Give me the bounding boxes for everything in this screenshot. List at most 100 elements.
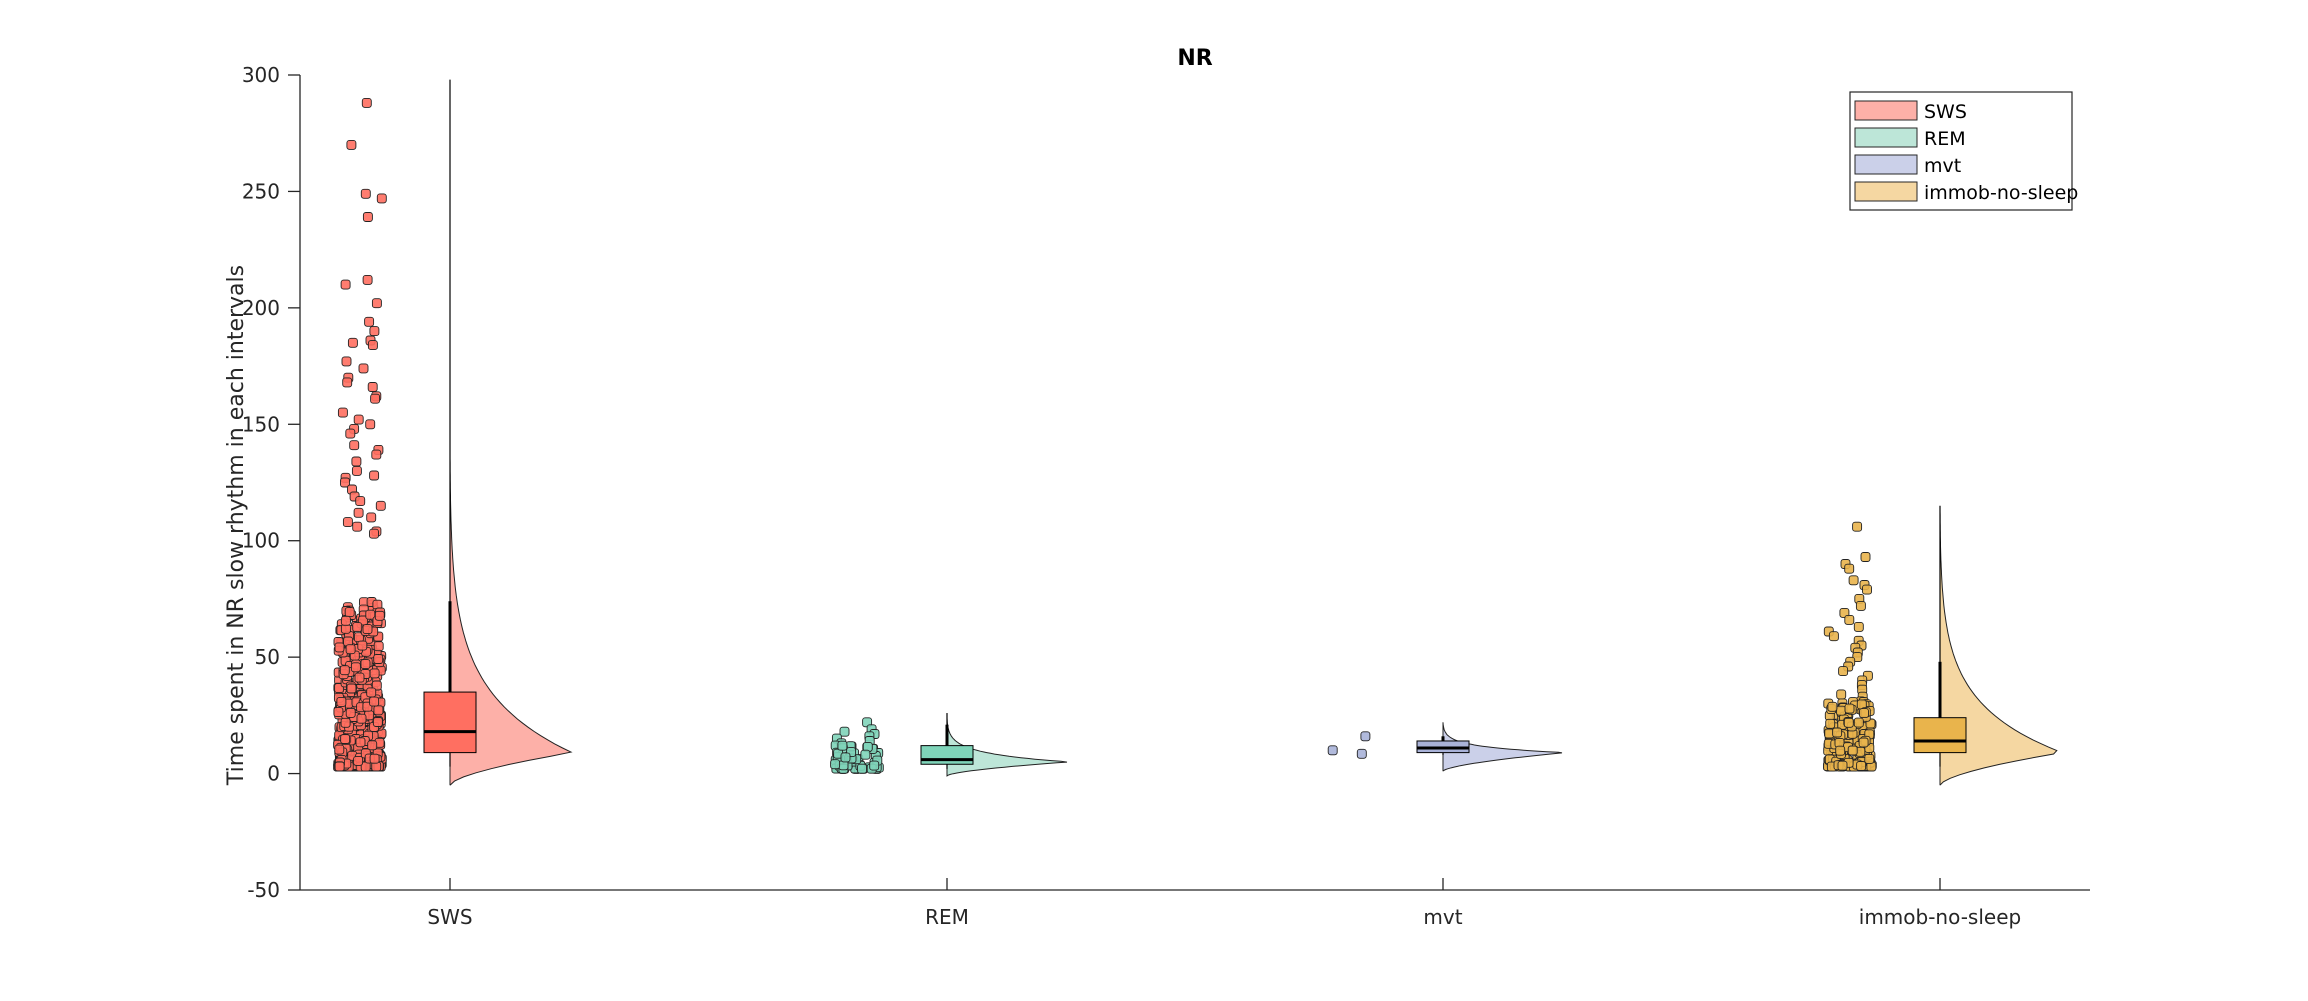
point-immob-no-sleep-bulk-214 bbox=[1847, 745, 1858, 756]
point-sws-bulk-510 bbox=[345, 644, 356, 655]
point-sws-bulk-565 bbox=[345, 707, 356, 718]
box-immob-no-sleep bbox=[1913, 717, 1967, 754]
point-sws-bulk-502 bbox=[352, 622, 363, 633]
x-tick-label-immob-no-sleep: immob-no-sleep bbox=[1859, 905, 2021, 929]
point-sws-12 bbox=[367, 340, 378, 351]
plot-area bbox=[333, 79, 2058, 786]
point-sws-22 bbox=[365, 419, 376, 430]
point-sws-8 bbox=[364, 316, 375, 327]
point-mvt-2 bbox=[1356, 748, 1367, 759]
point-sws-40 bbox=[352, 521, 363, 532]
point-rem-bulk-56 bbox=[860, 749, 871, 760]
y-tick-label-150: 150 bbox=[242, 412, 280, 436]
point-sws-bulk-584 bbox=[346, 683, 357, 694]
legend-swatch-mvt bbox=[1854, 154, 1918, 175]
y-axis-title: Time spent in NR slow rhythm in each int… bbox=[224, 265, 249, 786]
point-sws-bulk-599 bbox=[334, 761, 345, 772]
point-rem-bulk-49 bbox=[869, 760, 880, 771]
point-sws-bulk-587 bbox=[353, 755, 364, 766]
point-rem-2 bbox=[839, 726, 850, 737]
point-sws-bulk-466 bbox=[333, 707, 344, 718]
x-tick-label-rem: REM bbox=[925, 905, 969, 929]
legend-label-rem: REM bbox=[1924, 128, 1966, 150]
legend-label-immob-no-sleep: immob-no-sleep bbox=[1924, 182, 2078, 204]
point-sws-35 bbox=[355, 496, 366, 507]
point-rem-bulk-55 bbox=[837, 740, 848, 751]
box-sws bbox=[423, 691, 477, 754]
point-sws-4 bbox=[362, 212, 373, 222]
point-sws-bulk-501 bbox=[334, 642, 345, 653]
point-sws-11 bbox=[347, 337, 358, 348]
x-tick-label-mvt: mvt bbox=[1423, 905, 1462, 929]
point-sws-20 bbox=[337, 407, 348, 418]
point-mvt-1 bbox=[1327, 745, 1338, 756]
box-rem bbox=[920, 745, 974, 765]
point-rem-bulk-52 bbox=[857, 763, 867, 774]
point-sws-5 bbox=[362, 274, 373, 285]
point-sws-19 bbox=[370, 393, 381, 404]
point-immob-no-sleep-bulk-205 bbox=[1859, 708, 1869, 719]
point-sws-bulk-571 bbox=[336, 696, 347, 707]
point-sws-bulk-491 bbox=[373, 654, 384, 664]
point-immob-no-sleep-1 bbox=[1860, 552, 1871, 562]
point-sws-bulk-598 bbox=[340, 717, 351, 728]
y-tick-label-300: 300 bbox=[242, 63, 280, 87]
point-sws-3 bbox=[376, 193, 387, 204]
point-immob-no-sleep-3 bbox=[1844, 563, 1855, 574]
point-immob-no-sleep-bulk-144 bbox=[1827, 701, 1838, 712]
axes: -50 0 50 100 150 200 250 300 SWS REM mvt immob-no-s… bbox=[242, 63, 2090, 929]
point-sws-bulk-583 bbox=[355, 737, 366, 748]
point-sws-39 bbox=[342, 517, 353, 528]
legend-swatch-sws bbox=[1854, 100, 1918, 121]
point-sws-17 bbox=[367, 382, 378, 392]
point-sws-9 bbox=[369, 326, 380, 337]
point-immob-no-sleep-bulk-216 bbox=[1837, 760, 1848, 771]
legend-swatch-immob-no-sleep bbox=[1854, 181, 1918, 202]
point-immob-no-sleep-bulk-195 bbox=[1864, 753, 1875, 764]
point-sws-32 bbox=[340, 477, 350, 488]
point-immob-no-sleep-10 bbox=[1844, 614, 1855, 625]
point-sws-0 bbox=[361, 97, 372, 108]
y-tick-label-100: 100 bbox=[242, 529, 280, 553]
point-sws-bulk-562 bbox=[366, 687, 377, 698]
point-sws-bulk-593 bbox=[369, 668, 380, 679]
point-sws-38 bbox=[366, 512, 377, 523]
point-immob-no-sleep-bulk-194 bbox=[1832, 727, 1843, 738]
point-sws-bulk-581 bbox=[369, 696, 380, 707]
density-mvt bbox=[1442, 722, 1563, 772]
point-mvt-0 bbox=[1360, 731, 1371, 742]
point-sws-13 bbox=[341, 356, 352, 367]
point-immob-no-sleep-4 bbox=[1848, 575, 1859, 586]
point-immob-no-sleep-21 bbox=[1838, 666, 1849, 677]
point-sws-25 bbox=[349, 440, 360, 451]
point-sws-bulk-538 bbox=[373, 641, 384, 652]
point-sws-bulk-577 bbox=[344, 607, 355, 618]
point-sws-bulk-597 bbox=[339, 665, 350, 676]
point-sws-16 bbox=[342, 377, 353, 388]
point-sws-bulk-590 bbox=[369, 753, 380, 764]
point-sws-29 bbox=[351, 465, 362, 476]
point-sws-bulk-582 bbox=[340, 615, 351, 626]
point-sws-28 bbox=[351, 456, 362, 467]
y-tick-label-50: 50 bbox=[255, 645, 280, 669]
point-sws-14 bbox=[358, 363, 369, 374]
point-immob-no-sleep-0 bbox=[1852, 521, 1863, 532]
point-sws-2 bbox=[360, 188, 371, 199]
point-immob-no-sleep-26 bbox=[1836, 689, 1847, 700]
point-sws-27 bbox=[371, 449, 382, 460]
y-tick-label-0: 0 bbox=[267, 762, 280, 786]
point-sws-7 bbox=[371, 298, 382, 309]
point-immob-no-sleep-11 bbox=[1853, 621, 1864, 632]
point-sws-bulk-528 bbox=[357, 640, 368, 651]
point-immob-no-sleep-bulk-212 bbox=[1856, 761, 1867, 771]
point-sws-bulk-558 bbox=[373, 705, 384, 716]
point-sws-42 bbox=[369, 528, 379, 539]
point-immob-no-sleep-13 bbox=[1828, 631, 1839, 642]
point-sws-36 bbox=[375, 500, 386, 511]
point-sws-bulk-594 bbox=[367, 740, 378, 751]
point-sws-bulk-507 bbox=[365, 609, 376, 620]
point-rem-bulk-58 bbox=[830, 759, 841, 770]
y-tick-label-200: 200 bbox=[242, 296, 280, 320]
point-immob-no-sleep-8 bbox=[1855, 600, 1866, 611]
legend-label-sws: SWS bbox=[1924, 101, 1967, 123]
